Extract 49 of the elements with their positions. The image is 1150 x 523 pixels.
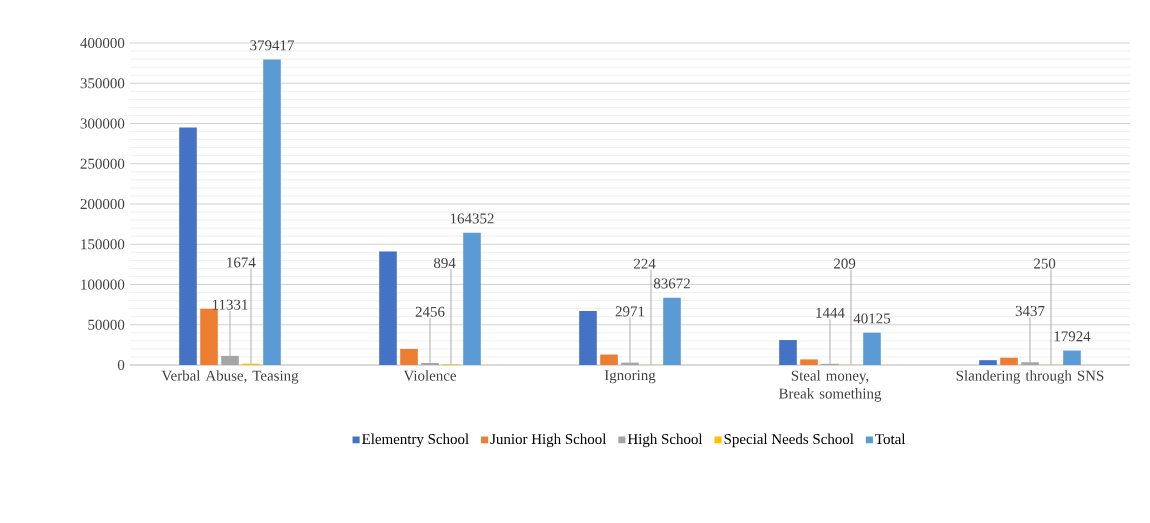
legend-label: Total: [875, 433, 906, 445]
data-label: 379417: [250, 40, 294, 51]
bar: [1000, 357, 1018, 365]
legend-label: Elementry School: [362, 433, 469, 448]
bar: [579, 311, 597, 365]
data-label: 2456: [415, 306, 445, 317]
bar: [1063, 350, 1081, 365]
data-label: 1674: [227, 257, 256, 268]
x-tick-label: Verbal Abuse, Teasing: [161, 370, 299, 384]
legend-label: Special Needs School: [724, 433, 854, 448]
bar: [400, 348, 418, 365]
y-tick-label: 400000: [80, 37, 125, 49]
legend-label: High School: [627, 433, 703, 448]
bar: [663, 297, 681, 365]
data-label: 1444: [816, 307, 845, 318]
bar: [463, 232, 481, 365]
y-tick-label: 100000: [81, 279, 125, 290]
data-label: 209: [834, 258, 856, 269]
data-label: 11331: [212, 299, 248, 310]
y-tick-label: 150000: [81, 239, 125, 250]
bar: [179, 127, 197, 365]
bar: [979, 360, 997, 365]
y-tick-label: 250000: [80, 158, 125, 169]
data-label: 224: [634, 258, 656, 269]
data-label: 83672: [653, 278, 690, 289]
data-label: 250: [1034, 258, 1056, 269]
data-label: 3437: [1015, 306, 1045, 317]
x-tick-label: Ignoring: [604, 370, 656, 384]
bar: [863, 332, 881, 365]
bar: [200, 308, 218, 365]
y-tick-label: 350000: [80, 78, 125, 89]
bar: [600, 354, 618, 365]
data-label: 894: [433, 258, 456, 269]
y-tick-label: 0: [117, 359, 125, 371]
legend-label: Junior High School: [490, 433, 607, 448]
x-tick-label: Steal money, Break something: [778, 370, 882, 402]
bar: [779, 340, 797, 365]
data-label: 17924: [1054, 331, 1091, 342]
bar: [263, 59, 281, 365]
y-tick-label: 300000: [80, 118, 125, 129]
bar: [800, 359, 818, 365]
data-label: 2971: [615, 306, 645, 317]
bar: [379, 251, 397, 365]
x-tick-label: Violence: [403, 370, 456, 381]
y-tick-label: 50000: [88, 319, 125, 330]
x-tick-label: Slandering through SNS: [956, 370, 1104, 384]
data-label: 40125: [853, 313, 891, 324]
data-label: 164352: [450, 213, 494, 224]
y-tick-label: 200000: [80, 198, 125, 210]
